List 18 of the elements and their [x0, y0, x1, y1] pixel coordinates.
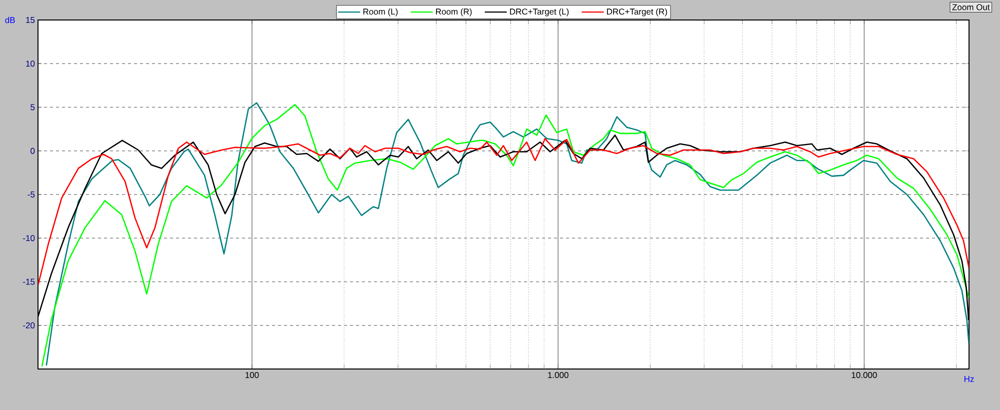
x-tick-label: 100 [246, 372, 259, 378]
legend-label: DRC+Target (R) [607, 8, 667, 16]
y-tick-label: -5 [28, 192, 35, 198]
text: Zoom Out [952, 4, 990, 10]
x-axis-title: Hz [964, 376, 974, 382]
x-tick-label: 10.000 [852, 372, 877, 378]
legend-label: Room (R) [436, 8, 472, 16]
y-tick-label: 10 [26, 60, 35, 67]
y-tick-label: 5 [30, 104, 35, 110]
y-tick-label: 0 [30, 148, 35, 154]
legend-label: DRC+Target (L) [510, 8, 569, 16]
y-tick-label: -20 [23, 322, 35, 328]
y-axis-title: dB [5, 16, 15, 24]
legend-label: Room (L) [363, 8, 398, 16]
x-tick-label: 1.000 [548, 372, 568, 378]
y-tick-label: 15 [26, 17, 35, 23]
y-tick-label: -15 [23, 278, 35, 285]
y-tick-label: -10 [23, 235, 35, 242]
